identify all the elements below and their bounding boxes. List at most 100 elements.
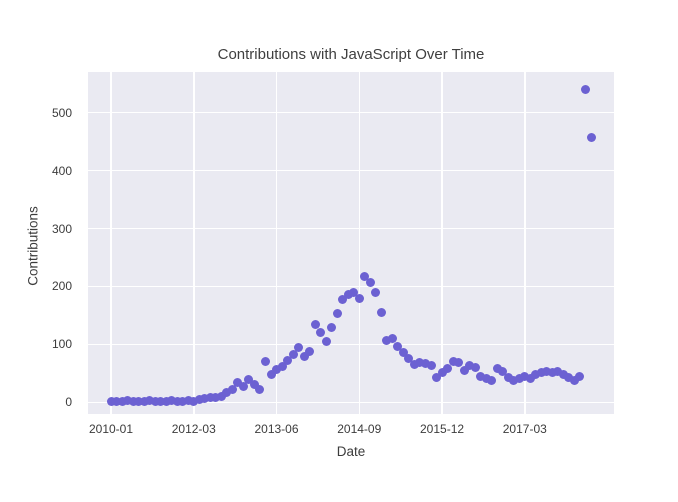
gridline-horizontal [88,401,614,404]
x-tick-label: 2013-06 [254,422,299,436]
data-point [398,348,408,358]
data-point [498,367,508,377]
plot-area [88,72,614,414]
y-tick-label: 300 [51,221,72,236]
data-point [586,133,596,142]
data-point [272,364,282,374]
gridline-horizontal [88,111,614,114]
data-point [139,397,149,407]
data-point [123,396,133,406]
data-point [365,277,375,287]
data-point [227,385,237,395]
data-point [426,360,436,370]
data-point [233,378,243,388]
gridline-vertical [110,72,112,414]
data-point [288,349,298,359]
gridline-vertical [441,72,443,414]
data-point [525,373,535,383]
data-point [128,397,138,407]
data-point [354,294,364,304]
data-point [260,356,270,366]
data-point [321,337,331,347]
data-point [558,369,568,379]
data-point [387,334,397,344]
data-point [409,359,419,369]
data-point [332,308,342,318]
data-point [244,374,254,384]
data-point [382,335,392,345]
data-point [216,392,226,402]
data-point [393,342,403,352]
data-point [514,374,524,384]
data-point [283,356,293,366]
gridline-vertical [275,72,278,414]
data-point [238,381,248,391]
data-point [547,368,557,378]
data-point [542,367,552,377]
data-point [454,357,464,367]
data-point [249,379,259,389]
gridline-horizontal [88,227,614,230]
data-point [476,371,486,381]
y-tick-label: 0 [65,395,72,410]
data-point [327,323,337,333]
data-point [564,372,574,382]
data-point [305,346,315,356]
data-point [575,372,585,382]
data-point [310,320,320,330]
data-point [443,363,453,373]
data-point [376,308,386,318]
data-point [178,397,188,407]
data-point [437,367,447,377]
data-point [531,370,541,380]
chart-title: Contributions with JavaScript Over Time [217,46,485,63]
x-axis-label: Date [336,444,366,459]
data-point [553,367,563,377]
data-point [349,287,359,297]
data-point [580,85,590,95]
data-point [360,272,370,282]
y-axis-label: Contributions [25,206,41,286]
y-tick-label: 100 [51,337,72,352]
data-point [338,295,348,305]
data-point [432,372,442,382]
data-point [371,287,381,297]
data-point [404,353,414,363]
data-point [294,342,304,352]
x-tick-label: 2015-12 [420,422,465,436]
data-point [211,392,221,402]
gridline-horizontal [88,343,614,346]
data-point [448,356,458,366]
data-point [150,396,160,406]
data-point [134,396,144,406]
gridline-vertical [193,72,195,414]
data-point [255,385,265,395]
data-point [316,328,326,338]
y-tick-label: 400 [51,163,72,178]
gridline-vertical [524,72,526,414]
data-point [520,371,530,381]
data-point [266,370,276,380]
data-point [481,374,491,384]
data-point [470,363,480,373]
data-point [536,368,546,378]
data-point [112,396,122,406]
data-point [161,396,171,406]
data-point [222,388,232,398]
data-point [194,395,204,404]
data-point [509,376,519,386]
data-point [183,396,193,406]
data-point [189,396,199,406]
data-point [492,363,502,373]
data-point [343,290,353,300]
data-point [106,397,116,407]
data-point [277,361,287,371]
data-point [156,397,166,407]
y-tick-label: 500 [51,105,72,120]
x-tick-label: 2014-09 [337,422,382,436]
x-tick-label: 2012-03 [171,422,216,436]
data-point [503,372,513,382]
gridline-horizontal [88,169,614,172]
data-point [200,394,210,404]
